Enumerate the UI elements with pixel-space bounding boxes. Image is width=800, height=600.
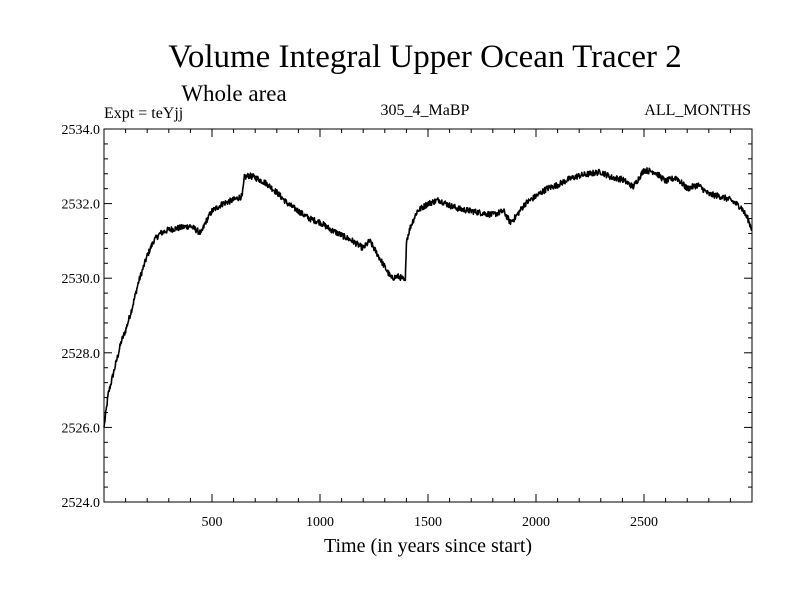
x-tick-label: 2000: [522, 515, 550, 530]
experiment-label: Expt = teYjj: [104, 105, 183, 122]
y-tick-label: 2534.0: [62, 123, 101, 138]
chart-title: Volume Integral Upper Ocean Tracer 2: [168, 39, 681, 75]
x-axis: 500 1000 1500 2000 2500: [125, 129, 731, 530]
y-tick-label: 2532.0: [62, 198, 101, 213]
x-tick-label: 500: [202, 515, 223, 530]
x-axis-label: Time (in years since start): [324, 535, 532, 557]
series-line-tracer-2: [103, 167, 753, 428]
y-axis: 2524.0 2526.0 2528.0 2530.0 2532.0 2534.0: [62, 123, 752, 511]
months-label: ALL_MONTHS: [644, 102, 751, 119]
y-tick-label: 2526.0: [62, 421, 101, 436]
x-tick-label: 1000: [306, 515, 334, 530]
run-id-label: 305_4_MaBP: [381, 102, 470, 119]
y-tick-label: 2528.0: [62, 347, 101, 362]
y-tick-label: 2530.0: [62, 272, 101, 287]
x-tick-label: 1500: [414, 515, 442, 530]
plot-frame: [103, 128, 753, 503]
y-tick-label: 2524.0: [62, 496, 101, 511]
x-tick-label: 2500: [630, 515, 658, 530]
chart-subtitle: Whole area: [181, 81, 286, 106]
